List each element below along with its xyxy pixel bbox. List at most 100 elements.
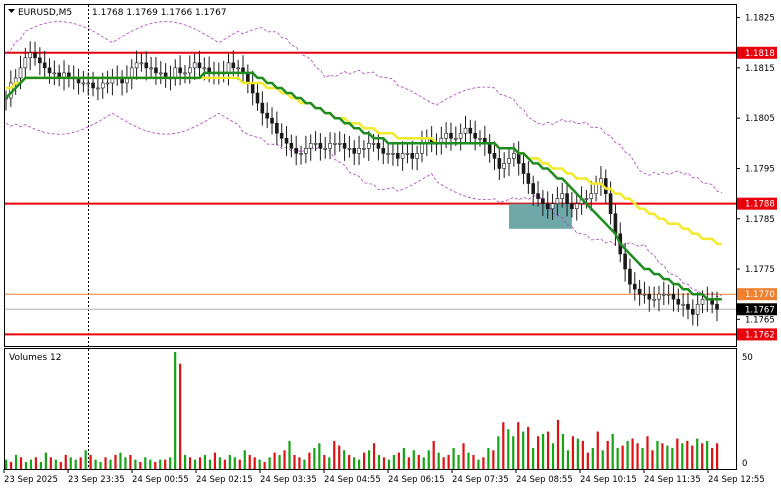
candle-body <box>686 303 690 310</box>
volume-bar <box>527 426 530 469</box>
volume-bar <box>512 436 515 469</box>
volume-bar <box>343 450 346 469</box>
time-tick-label: 24 Sep 10:15 <box>580 475 637 485</box>
candle-body <box>255 92 260 104</box>
candle-body <box>23 57 28 69</box>
volume-bar <box>581 440 584 469</box>
volume-bar <box>566 450 570 469</box>
candle-body <box>265 112 269 119</box>
candle-body <box>250 82 255 94</box>
candle-body <box>454 137 458 140</box>
volume-pane-title: Volumes 12 <box>9 353 61 363</box>
candle-body <box>144 62 149 69</box>
candle-body <box>410 153 415 159</box>
candle-body <box>366 143 371 149</box>
volume-bar <box>139 461 142 469</box>
volume-bar <box>313 447 316 469</box>
candle-body <box>139 62 144 65</box>
volume-bar <box>159 459 162 469</box>
candle-body <box>632 283 637 290</box>
ma-fast-line <box>5 71 722 301</box>
volume-bar <box>74 459 77 469</box>
volume-bar <box>502 422 505 469</box>
candle-body <box>652 298 656 301</box>
candle-body <box>628 268 632 285</box>
volume-bar <box>34 457 38 469</box>
candle-body <box>395 153 400 159</box>
volume-bar <box>268 457 271 469</box>
level-tag-bg <box>737 288 777 301</box>
candle-body <box>328 143 332 149</box>
candle-body <box>545 203 550 209</box>
volume-bar <box>556 419 560 469</box>
volume-bar <box>701 443 704 469</box>
volume-bar <box>228 454 231 469</box>
volume-bar <box>606 440 609 469</box>
candle-body <box>86 82 91 85</box>
volume-bar <box>656 440 659 469</box>
volume-bar <box>541 433 545 469</box>
volume-bar <box>238 459 241 469</box>
candle-body <box>458 132 463 139</box>
volume-bar <box>676 438 679 469</box>
volume-bar <box>124 457 127 469</box>
volume-bar <box>546 431 550 469</box>
candle-body <box>333 143 337 145</box>
volume-bar <box>348 454 351 469</box>
level-tag-bg <box>737 328 777 341</box>
candle-body <box>284 137 289 144</box>
volume-bar <box>716 443 719 469</box>
candle-body <box>96 87 100 90</box>
volume-bar <box>183 454 187 469</box>
price-tick-label: 1.1795 <box>745 164 775 174</box>
price-tick-label: 1.1775 <box>745 265 775 275</box>
candle-body <box>541 198 545 204</box>
candle-body <box>275 122 279 134</box>
candle-body <box>246 72 250 84</box>
candle-body <box>613 213 618 235</box>
volume-bar <box>84 450 87 469</box>
zone-box <box>509 203 572 229</box>
candle-body <box>555 198 560 204</box>
candle-body <box>187 67 192 74</box>
candle-body <box>28 52 32 59</box>
candle-body <box>47 67 52 74</box>
volume-bar <box>104 457 107 469</box>
envelope-lower <box>5 112 722 298</box>
candle-body <box>347 148 352 150</box>
candle-body <box>52 72 57 75</box>
volume-bar <box>507 429 510 469</box>
volume-bar <box>392 454 396 469</box>
candle-body <box>468 127 473 134</box>
volume-bar <box>492 450 495 469</box>
candle-body <box>304 148 308 154</box>
candle-body <box>676 298 681 305</box>
volume-bar <box>149 459 152 469</box>
volume-bar <box>611 433 614 469</box>
candle-body <box>158 72 163 75</box>
time-tick-label: 24 Sep 03:35 <box>260 475 317 485</box>
time-tick-label: 24 Sep 06:15 <box>388 475 445 485</box>
volume-pane[interactable] <box>4 348 737 470</box>
candle-body <box>202 67 207 70</box>
candle-body <box>149 67 153 70</box>
volume-bar <box>243 450 246 469</box>
level-tag-label: 1.1788 <box>745 200 775 210</box>
candle-body <box>236 67 240 70</box>
candle-body <box>526 173 531 184</box>
volume-bar <box>427 450 430 469</box>
level-tag-bg <box>737 303 777 316</box>
volume-bar <box>9 461 13 469</box>
volume-bar <box>641 447 644 469</box>
volume-bar <box>308 452 311 469</box>
candle-body <box>173 67 178 79</box>
triangle-down-icon[interactable] <box>8 9 15 13</box>
candle-body <box>183 72 187 75</box>
price-pane[interactable] <box>4 4 737 347</box>
time-tick-label: 24 Sep 00:55 <box>132 475 189 485</box>
candle-body <box>294 148 299 154</box>
volume-bar <box>258 459 261 469</box>
volume-bar <box>472 454 475 469</box>
candle-body <box>657 293 661 300</box>
